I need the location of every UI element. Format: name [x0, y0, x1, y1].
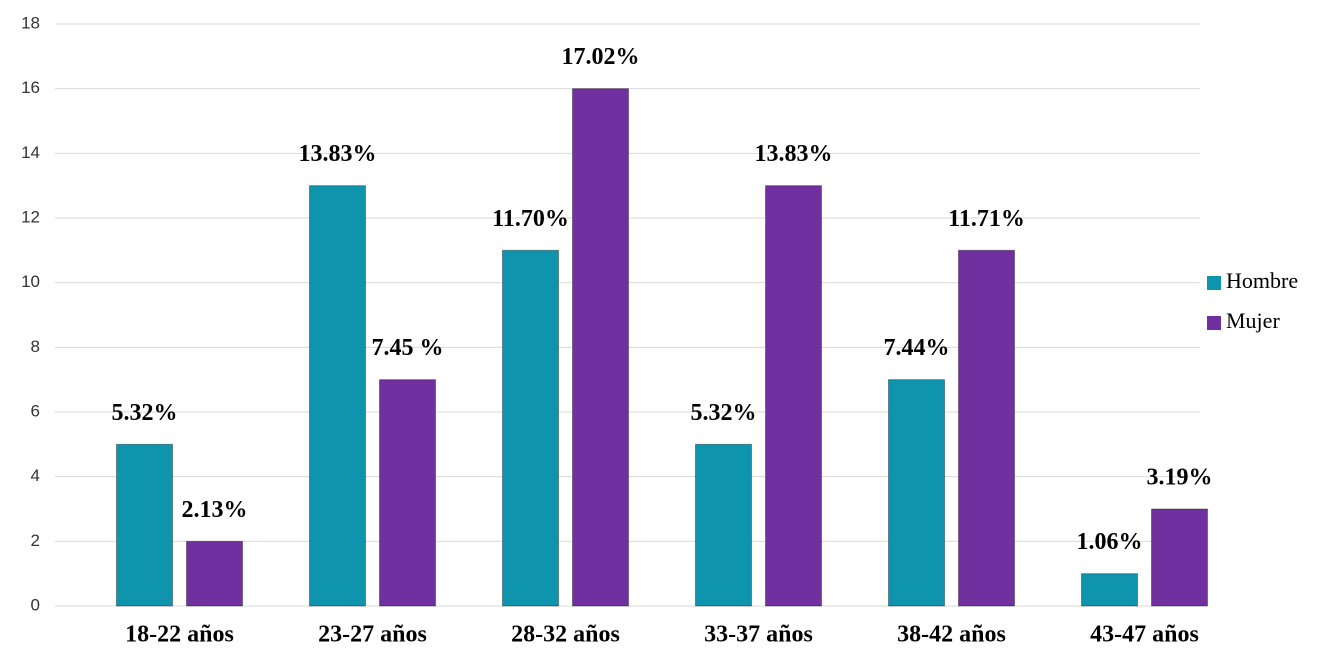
bar: [502, 249, 559, 607]
y-tick-label: 8: [31, 337, 40, 356]
bar: [765, 185, 822, 607]
y-tick-label: 16: [21, 78, 40, 97]
x-tick-label: 33-37 años: [704, 622, 813, 648]
y-tick-label: 10: [21, 272, 40, 291]
value-label: 5.32%: [112, 400, 178, 426]
value-label: 7.45 %: [372, 335, 444, 361]
bar: [309, 185, 366, 607]
bar: [116, 443, 173, 607]
legend-swatch: [1207, 316, 1221, 330]
legend-label: Mujer: [1226, 308, 1280, 333]
x-tick-label: 23-27 años: [318, 622, 427, 648]
bar: [186, 540, 243, 607]
value-label: 11.71%: [948, 206, 1025, 232]
value-label: 13.83%: [755, 141, 833, 167]
legend-label: Hombre: [1226, 268, 1298, 293]
y-tick-label: 12: [21, 207, 40, 226]
y-tick-label: 18: [21, 13, 40, 32]
x-tick-label: 43-47 años: [1090, 622, 1199, 648]
value-label: 17.02%: [562, 44, 640, 70]
value-label: 5.32%: [691, 400, 757, 426]
x-tick-label: 18-22 años: [125, 622, 234, 648]
bar: [572, 88, 629, 607]
value-label: 2.13%: [182, 497, 248, 523]
bar: [1081, 573, 1138, 607]
legend-swatch: [1207, 276, 1221, 290]
value-label: 11.70%: [492, 206, 569, 232]
y-tick-label: 2: [31, 531, 40, 550]
value-label: 13.83%: [299, 141, 377, 167]
bar: [958, 249, 1015, 607]
bar: [888, 379, 945, 607]
bar: [695, 443, 752, 607]
y-tick-label: 0: [31, 595, 40, 614]
value-label: 3.19%: [1147, 465, 1213, 491]
y-tick-label: 6: [31, 401, 40, 420]
bar: [1151, 508, 1208, 607]
x-tick-label: 28-32 años: [511, 622, 620, 648]
x-tick-label: 38-42 años: [897, 622, 1006, 648]
bar: [379, 379, 436, 607]
y-tick-label: 14: [21, 143, 40, 162]
value-label: 7.44%: [884, 335, 950, 361]
value-label: 1.06%: [1077, 529, 1143, 555]
y-tick-label: 4: [31, 466, 40, 485]
